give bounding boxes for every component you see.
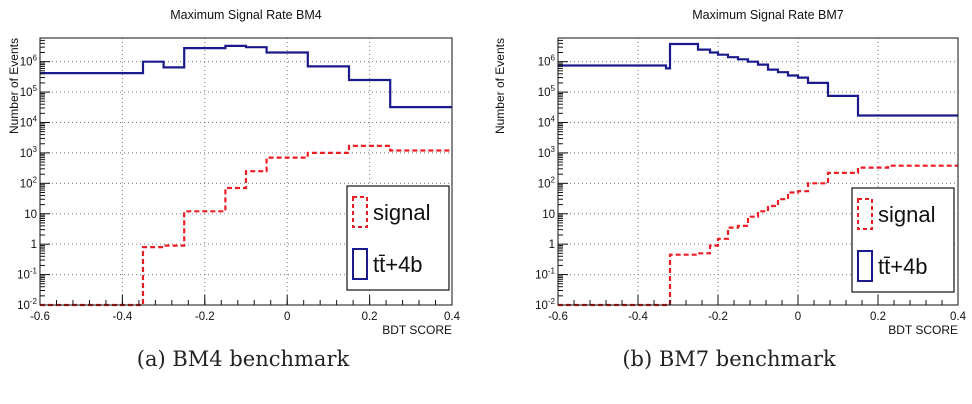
- y-tick-label: 102: [538, 175, 556, 190]
- x-tick-label: 0: [795, 311, 801, 323]
- x-tick-label: -0.4: [112, 311, 132, 323]
- x-tick-label: 0.4: [950, 311, 967, 323]
- chart-panel-bm7: Maximum Signal Rate BM7 -0.6 -0.4 -0.2 0 0.2 0…: [486, 0, 972, 404]
- x-tick-label: -0.2: [195, 311, 215, 323]
- y-tick-label: 106: [20, 54, 38, 69]
- y-tick-label: 104: [20, 115, 38, 130]
- series-line-background: [40, 44, 452, 109]
- x-tick-label: -0.2: [708, 311, 728, 323]
- legend-label-signal: signal: [373, 200, 430, 225]
- legend-swatch-background: [857, 250, 873, 282]
- x-tick-label: 0.4: [444, 311, 461, 323]
- x-tick-label: 0.2: [870, 311, 886, 323]
- legend-swatch-signal: [352, 196, 368, 228]
- y-tick-label: 105: [20, 84, 38, 99]
- x-axis-label: BDT SCORE: [888, 323, 958, 337]
- y-tick-label: 10: [24, 209, 37, 221]
- x-tick-label: 0.2: [362, 311, 378, 323]
- y-tick-label: 1: [31, 239, 37, 251]
- bm4-chart-svg: Maximum Signal Rate BM4 -0.6 -0.4 -0.2 0 0.2 0…: [7, 8, 461, 337]
- bm7-chart-svg: Maximum Signal Rate BM7 -0.6 -0.4 -0.2 0 0.2 0…: [493, 8, 967, 337]
- y-tick-label: 102: [20, 175, 38, 190]
- y-tick-label: 104: [538, 115, 556, 130]
- plot-frame: [39, 37, 453, 306]
- series-line-signal: [40, 144, 452, 307]
- y-tick-label: 103: [538, 145, 556, 160]
- y-tick-label: 105: [538, 84, 556, 99]
- chart-title: Maximum Signal Rate BM7: [692, 8, 843, 22]
- x-tick-label: 0: [284, 311, 290, 323]
- series-line-background: [558, 42, 958, 117]
- legend-label-background: tt̄+4b: [373, 252, 423, 277]
- legend: signal tt̄+4b: [851, 187, 955, 293]
- y-tick-label: 10-1: [535, 267, 555, 282]
- x-axis-label: BDT SCORE: [382, 323, 452, 337]
- legend-box: [851, 187, 955, 293]
- plot-frame: [557, 37, 959, 306]
- legend-swatch-signal: [857, 198, 873, 230]
- y-tick-label: 10: [542, 209, 555, 221]
- y-tick-label: 106: [538, 54, 556, 69]
- legend-swatch-background: [352, 248, 368, 280]
- series-line-signal: [558, 164, 958, 307]
- x-tick-label: -0.6: [548, 311, 568, 323]
- legend: signal tt̄+4b: [346, 185, 450, 291]
- legend-label-background: tt̄+4b: [878, 254, 928, 279]
- y-tick-label: 10-2: [17, 297, 37, 312]
- y-tick-label: 10-2: [535, 297, 555, 312]
- legend-label-signal: signal: [878, 202, 935, 227]
- caption-bm4: (a) BM4 benchmark: [136, 347, 350, 371]
- y-axis-label: Number of Events: [493, 38, 507, 134]
- legend-box: [346, 185, 450, 291]
- x-tick-label: -0.4: [628, 311, 648, 323]
- y-tick-label: 1: [549, 239, 555, 251]
- y-axis-label: Number of Events: [7, 38, 21, 134]
- chart-title: Maximum Signal Rate BM4: [170, 8, 321, 22]
- y-tick-label: 10-1: [17, 267, 37, 282]
- x-tick-label: -0.6: [30, 311, 50, 323]
- y-tick-label: 103: [20, 145, 38, 160]
- chart-panel-bm4: Maximum Signal Rate BM4 -0.6 -0.4 -0.2 0 0.2 0…: [7, 8, 461, 371]
- caption-bm7: (b) BM7 benchmark: [622, 347, 836, 371]
